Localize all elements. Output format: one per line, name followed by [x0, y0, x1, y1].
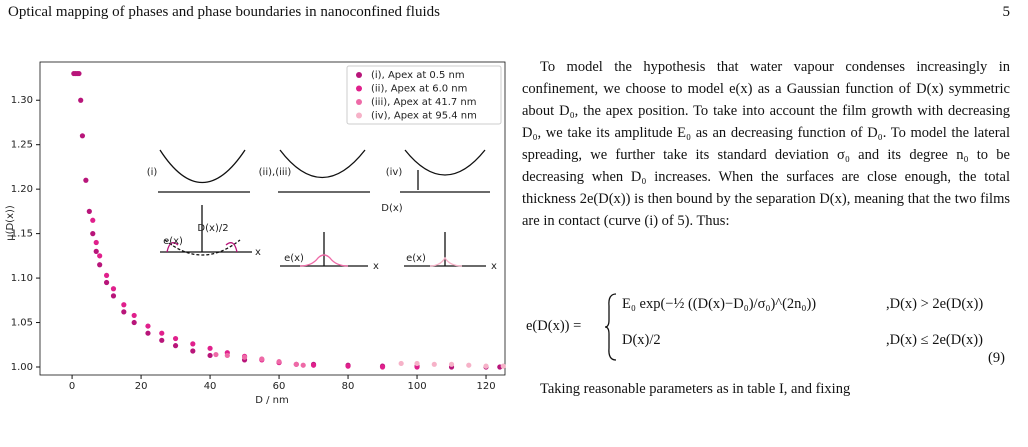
- point: [145, 323, 151, 329]
- point: [190, 341, 196, 347]
- body-paragraph: To model the hypothesis that water vapou…: [522, 59, 1010, 229]
- y-tick-label: 1.05: [11, 318, 33, 329]
- legend-box: [346, 65, 502, 125]
- legend-label: (ii), Apex at 6.0 nm: [371, 84, 467, 95]
- point: [131, 312, 137, 319]
- point: [500, 363, 506, 369]
- point: [121, 309, 127, 315]
- x-tick-label: 80: [342, 381, 355, 392]
- point: [207, 352, 213, 359]
- point: [90, 231, 96, 237]
- point: [159, 337, 165, 343]
- running-title: Optical mapping of phases and phase boun…: [8, 4, 440, 20]
- point: [293, 361, 299, 367]
- point: [159, 330, 165, 336]
- point: [414, 364, 420, 370]
- point: [78, 97, 84, 103]
- x-tick-label: 120: [476, 381, 495, 392]
- point: [103, 272, 110, 279]
- equation-case: E₀ exp(−½ ((D(x)−D₀)/σ₀)^(2n₀)): [622, 296, 817, 312]
- point: [431, 361, 437, 367]
- y-tick-label: 1.25: [11, 140, 33, 151]
- inset-diagrams: [158, 149, 490, 267]
- annotation: e(x): [284, 253, 304, 264]
- annotation: (ii),(iii): [259, 167, 292, 178]
- point: [83, 177, 89, 183]
- point: [224, 352, 230, 359]
- y-tick-label: 1.15: [11, 229, 33, 240]
- point: [76, 70, 82, 77]
- annotation: D(x): [381, 203, 403, 214]
- page-number: 5: [1002, 4, 1011, 20]
- point: [110, 286, 117, 292]
- equation-lhs: e(D(x)) =: [526, 318, 582, 334]
- point: [207, 345, 213, 351]
- point: [310, 362, 317, 368]
- point: [121, 302, 127, 308]
- legend-marker: [356, 72, 362, 78]
- plot-frame: [39, 61, 506, 376]
- point: [448, 361, 455, 367]
- point: [86, 208, 92, 214]
- x-tick-label: 100: [407, 381, 426, 392]
- annotation: (iv): [386, 167, 403, 178]
- y-tick-label: 1.00: [11, 362, 33, 373]
- annotation: D(x)/2: [197, 223, 228, 234]
- point: [131, 319, 137, 326]
- point: [241, 354, 248, 360]
- annotation: x: [491, 261, 497, 272]
- point: [145, 330, 151, 336]
- legend-label: (iii), Apex at 41.7 nm: [371, 97, 477, 108]
- point: [93, 248, 99, 255]
- point: [79, 133, 86, 139]
- y-tick-label: 1.20: [11, 184, 33, 195]
- x-tick-label: 40: [204, 381, 217, 392]
- annotation: e(x): [163, 236, 183, 247]
- point: [483, 363, 489, 369]
- x-axis-label: D / nm: [255, 395, 289, 406]
- point: [172, 335, 179, 342]
- equation-case: D(x)/2: [622, 332, 661, 348]
- chart: μ(D(x)) D / nm 1.00 1.05 1.10 1.15 1.20 1.25 1…: [5, 61, 506, 406]
- y-axis-label: μ(D(x)): [5, 205, 16, 241]
- point: [466, 362, 472, 368]
- point: [259, 356, 265, 362]
- equation-number: (9): [988, 350, 1005, 366]
- equation-condition: ,D(x) ≤ 2e(D(x)): [886, 332, 983, 348]
- annotation: (i): [147, 167, 158, 178]
- body-paragraph: Taking reasonable parameters as in table…: [540, 381, 851, 397]
- legend-label: (iv), Apex at 95.4 nm: [371, 111, 477, 122]
- x-tick-label: 60: [273, 381, 286, 392]
- legend-marker: [356, 85, 362, 92]
- point: [97, 253, 103, 259]
- point: [379, 364, 386, 370]
- y-tick-label: 1.10: [11, 273, 33, 284]
- point: [90, 217, 96, 223]
- equation-brace: [604, 293, 617, 361]
- point: [103, 279, 110, 286]
- point: [110, 293, 117, 299]
- point: [300, 362, 306, 368]
- equation-condition: ,D(x) > 2e(D(x)): [886, 296, 984, 312]
- point: [97, 262, 103, 268]
- point: [93, 239, 99, 246]
- annotation: x: [373, 261, 379, 272]
- legend-label: (i), Apex at 0.5 nm: [371, 70, 465, 81]
- point: [190, 348, 196, 354]
- point: [345, 363, 351, 369]
- point: [398, 360, 404, 367]
- annotation: e(x): [406, 253, 426, 264]
- legend-marker: [356, 99, 362, 105]
- y-tick-label: 1.30: [11, 95, 33, 106]
- x-tick-label: 20: [135, 381, 148, 392]
- point: [172, 343, 179, 349]
- point: [414, 360, 420, 367]
- point: [276, 359, 282, 365]
- x-tick-label: 0: [69, 381, 75, 392]
- point: [213, 351, 219, 358]
- legend-marker: [356, 112, 362, 119]
- annotation: x: [255, 247, 261, 258]
